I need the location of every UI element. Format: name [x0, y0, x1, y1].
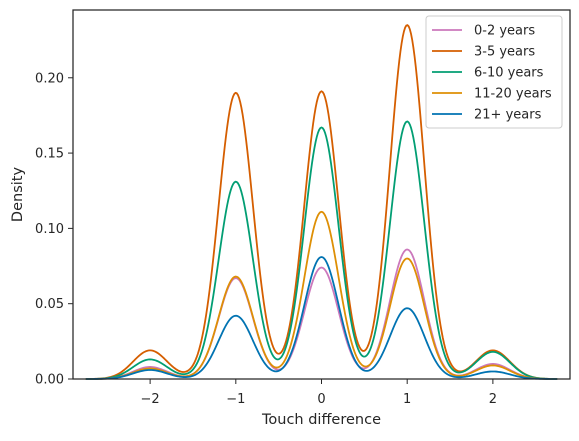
x-tick-label: 1 — [403, 392, 411, 407]
series-line-3 — [85, 210, 558, 380]
legend-label: 6-10 years — [474, 66, 544, 81]
y-tick-label: 0.00 — [35, 373, 64, 388]
legend: 0-2 years 3-5 years 6-10 years 11-20 years 2… — [425, 15, 563, 129]
y-tick-label: 0.10 — [35, 222, 64, 237]
x-tick-label: −1 — [226, 392, 245, 407]
y-tick-label: 0.15 — [35, 147, 64, 162]
series-line-4 — [85, 256, 558, 380]
x-axis-label: Touch difference — [261, 412, 381, 428]
x-tick-label: −2 — [141, 392, 160, 407]
legend-box — [425, 15, 563, 129]
legend-label: 0-2 years — [474, 24, 535, 39]
x-axis-ticks: −2 −1 0 1 2 — [141, 379, 497, 407]
x-tick-label: 0 — [317, 392, 325, 407]
y-axis-ticks: 0.00 0.05 0.10 0.15 0.20 — [35, 71, 73, 388]
y-tick-label: 0.05 — [35, 297, 64, 312]
series-layer — [85, 24, 558, 380]
legend-label: 3-5 years — [474, 45, 535, 60]
y-tick-label: 0.20 — [35, 71, 64, 86]
legend-label: 21+ years — [474, 108, 542, 123]
x-tick-label: 2 — [489, 392, 497, 407]
legend-label: 11-20 years — [474, 87, 552, 102]
series-line-2 — [85, 120, 558, 380]
y-axis-label: Density — [10, 167, 26, 223]
series-line-0 — [85, 248, 558, 380]
